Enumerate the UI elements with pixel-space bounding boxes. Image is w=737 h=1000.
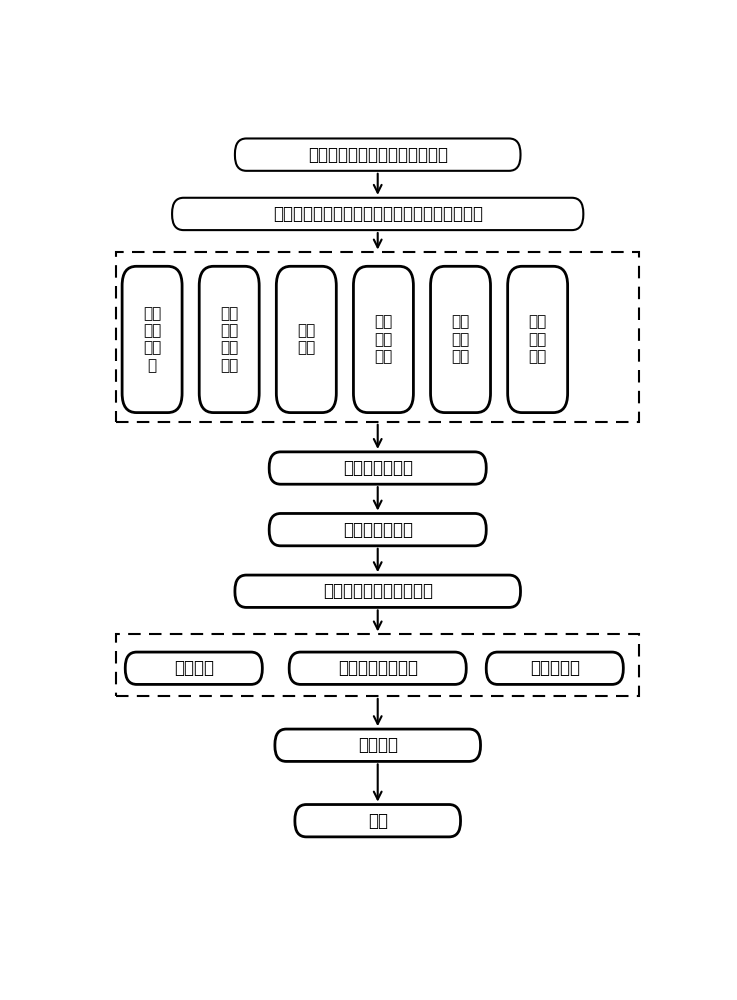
Text: 光伏系统全生命周期碳排放研究: 光伏系统全生命周期碳排放研究 xyxy=(308,146,447,164)
FancyBboxPatch shape xyxy=(172,198,584,230)
FancyBboxPatch shape xyxy=(295,805,461,837)
FancyBboxPatch shape xyxy=(269,452,486,484)
Text: 光伏
组件
生产
阶段: 光伏 组件 生产 阶段 xyxy=(220,306,238,373)
Text: 相关文献的检索查阅、了解行业背景和研究基础: 相关文献的检索查阅、了解行业背景和研究基础 xyxy=(273,205,483,223)
Text: 废弃
回收
阶段: 废弃 回收 阶段 xyxy=(528,315,547,364)
Text: 建立碳排放模型: 建立碳排放模型 xyxy=(343,459,413,477)
FancyBboxPatch shape xyxy=(486,652,624,684)
Text: 结论: 结论 xyxy=(368,812,388,830)
FancyBboxPatch shape xyxy=(289,652,467,684)
FancyBboxPatch shape xyxy=(235,575,520,607)
Text: 生命周期碳排放量: 生命周期碳排放量 xyxy=(338,659,418,677)
FancyBboxPatch shape xyxy=(276,266,336,413)
Text: 对比分析: 对比分析 xyxy=(357,736,398,754)
Text: 项目减排量: 项目减排量 xyxy=(530,659,580,677)
FancyBboxPatch shape xyxy=(430,266,491,413)
FancyBboxPatch shape xyxy=(125,652,262,684)
FancyBboxPatch shape xyxy=(199,266,259,413)
Text: 经济成本: 经济成本 xyxy=(174,659,214,677)
FancyBboxPatch shape xyxy=(122,266,182,413)
FancyBboxPatch shape xyxy=(269,513,486,546)
Text: 运输
阶段: 运输 阶段 xyxy=(297,323,315,356)
Text: 相关系数的确立: 相关系数的确立 xyxy=(343,521,413,539)
Text: 施工
安装
阶段: 施工 安装 阶段 xyxy=(374,315,393,364)
Text: 原材
料获
取阶
段: 原材 料获 取阶 段 xyxy=(143,306,161,373)
Bar xyxy=(116,634,639,696)
Text: 具体工程项目的跟踪剖析: 具体工程项目的跟踪剖析 xyxy=(323,582,433,600)
Text: 使用
维护
阶段: 使用 维护 阶段 xyxy=(451,315,469,364)
FancyBboxPatch shape xyxy=(275,729,481,761)
FancyBboxPatch shape xyxy=(235,138,520,171)
FancyBboxPatch shape xyxy=(508,266,567,413)
FancyBboxPatch shape xyxy=(354,266,413,413)
Bar xyxy=(116,252,639,422)
